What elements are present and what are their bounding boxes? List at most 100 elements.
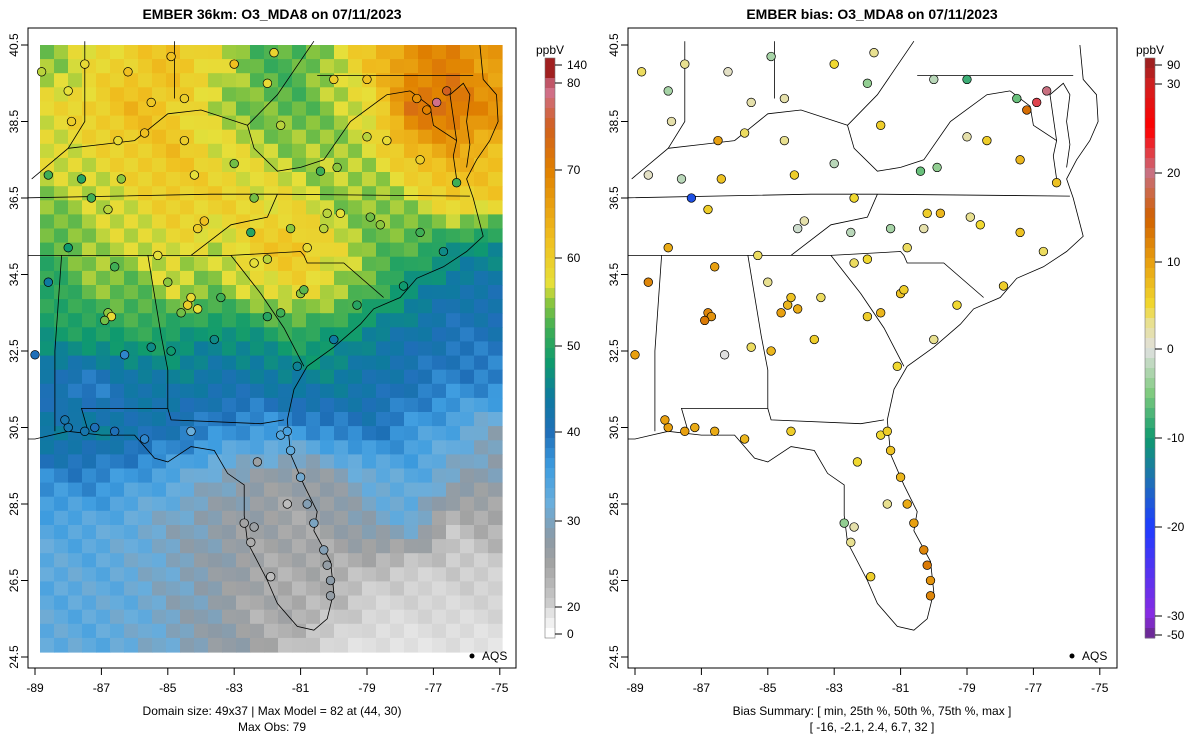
station-marker[interactable] <box>869 48 879 58</box>
station-marker[interactable] <box>849 258 859 268</box>
station-marker[interactable] <box>982 135 992 146</box>
station-marker[interactable] <box>362 132 372 142</box>
station-marker[interactable] <box>636 67 647 77</box>
station-marker[interactable] <box>322 208 332 218</box>
station-marker[interactable] <box>1038 246 1049 257</box>
station-marker[interactable] <box>663 243 673 253</box>
station-marker[interactable] <box>925 575 936 586</box>
station-marker[interactable] <box>779 93 790 104</box>
station-marker[interactable] <box>895 472 906 482</box>
station-marker[interactable] <box>262 254 273 264</box>
station-marker[interactable] <box>686 193 697 203</box>
station-marker[interactable] <box>779 135 790 146</box>
station-marker[interactable] <box>776 308 786 318</box>
station-marker[interactable] <box>885 445 896 456</box>
station-marker[interactable] <box>332 162 342 173</box>
station-marker[interactable] <box>325 575 336 586</box>
station-marker[interactable] <box>723 67 733 77</box>
station-marker[interactable] <box>43 170 53 180</box>
station-marker[interactable] <box>783 300 793 310</box>
station-marker[interactable] <box>299 285 309 295</box>
station-marker[interactable] <box>710 262 720 272</box>
station-marker[interactable] <box>630 350 640 360</box>
station-marker[interactable] <box>123 67 133 77</box>
station-marker[interactable] <box>249 522 259 532</box>
station-marker[interactable] <box>809 334 819 345</box>
station-marker[interactable] <box>269 48 279 58</box>
station-marker[interactable] <box>1042 86 1052 96</box>
station-marker[interactable] <box>786 426 796 436</box>
station-marker[interactable] <box>329 334 339 345</box>
station-marker[interactable] <box>962 132 972 142</box>
station-marker[interactable] <box>282 499 292 509</box>
station-marker[interactable] <box>80 59 90 69</box>
station-marker[interactable] <box>302 243 312 253</box>
station-marker[interactable] <box>643 170 653 180</box>
station-marker[interactable] <box>110 262 120 272</box>
station-marker[interactable] <box>816 292 826 303</box>
station-marker[interactable] <box>885 223 896 234</box>
station-marker[interactable] <box>789 170 800 180</box>
station-marker[interactable] <box>189 170 200 180</box>
station-marker[interactable] <box>882 499 892 509</box>
station-marker[interactable] <box>766 346 776 356</box>
station-marker[interactable] <box>119 350 130 360</box>
station-marker[interactable] <box>325 591 336 601</box>
station-marker[interactable] <box>398 281 409 291</box>
station-marker[interactable] <box>153 250 163 261</box>
station-marker[interactable] <box>262 311 273 322</box>
station-marker[interactable] <box>876 308 886 318</box>
station-marker[interactable] <box>246 537 256 547</box>
station-marker[interactable] <box>703 204 713 215</box>
station-marker[interactable] <box>319 223 329 234</box>
station-marker[interactable] <box>382 135 392 146</box>
station-marker[interactable] <box>438 246 449 257</box>
station-marker[interactable] <box>919 223 929 234</box>
station-marker[interactable] <box>335 208 346 218</box>
station-marker[interactable] <box>176 308 186 318</box>
station-marker[interactable] <box>676 174 687 184</box>
station-marker[interactable] <box>183 300 193 310</box>
station-marker[interactable] <box>849 193 859 203</box>
station-marker[interactable] <box>852 457 863 467</box>
station-marker[interactable] <box>282 426 292 436</box>
station-marker[interactable] <box>929 74 939 85</box>
station-marker[interactable] <box>322 560 332 570</box>
station-marker[interactable] <box>716 174 726 184</box>
station-marker[interactable] <box>846 227 856 238</box>
station-marker[interactable] <box>319 545 329 555</box>
station-marker[interactable] <box>753 250 763 261</box>
station-marker[interactable] <box>643 277 653 287</box>
station-marker[interactable] <box>193 223 203 234</box>
station-marker[interactable] <box>1012 93 1022 104</box>
station-marker[interactable] <box>352 300 362 310</box>
station-marker[interactable] <box>763 277 773 287</box>
station-marker[interactable] <box>100 315 110 326</box>
station-marker[interactable] <box>746 97 756 108</box>
station-marker[interactable] <box>846 537 856 547</box>
station-marker[interactable] <box>915 166 926 176</box>
station-marker[interactable] <box>680 426 690 436</box>
station-marker[interactable] <box>315 166 326 176</box>
station-marker[interactable] <box>166 51 176 62</box>
station-marker[interactable] <box>103 204 113 215</box>
station-marker[interactable] <box>262 78 273 88</box>
station-marker[interactable] <box>746 342 756 352</box>
station-marker[interactable] <box>239 518 249 528</box>
station-marker[interactable] <box>292 361 302 371</box>
station-marker[interactable] <box>362 74 372 85</box>
station-marker[interactable] <box>882 426 892 436</box>
station-marker[interactable] <box>663 422 673 433</box>
station-marker[interactable] <box>110 426 120 436</box>
station-marker[interactable] <box>309 518 319 528</box>
station-marker[interactable] <box>713 135 723 146</box>
station-marker[interactable] <box>193 304 203 314</box>
station-marker[interactable] <box>975 220 985 230</box>
station-marker[interactable] <box>163 277 173 287</box>
station-marker[interactable] <box>276 308 286 318</box>
station-marker[interactable] <box>229 59 239 69</box>
station-marker[interactable] <box>1015 227 1025 238</box>
station-marker[interactable] <box>739 128 750 138</box>
station-marker[interactable] <box>146 97 156 108</box>
station-marker[interactable] <box>719 350 730 360</box>
